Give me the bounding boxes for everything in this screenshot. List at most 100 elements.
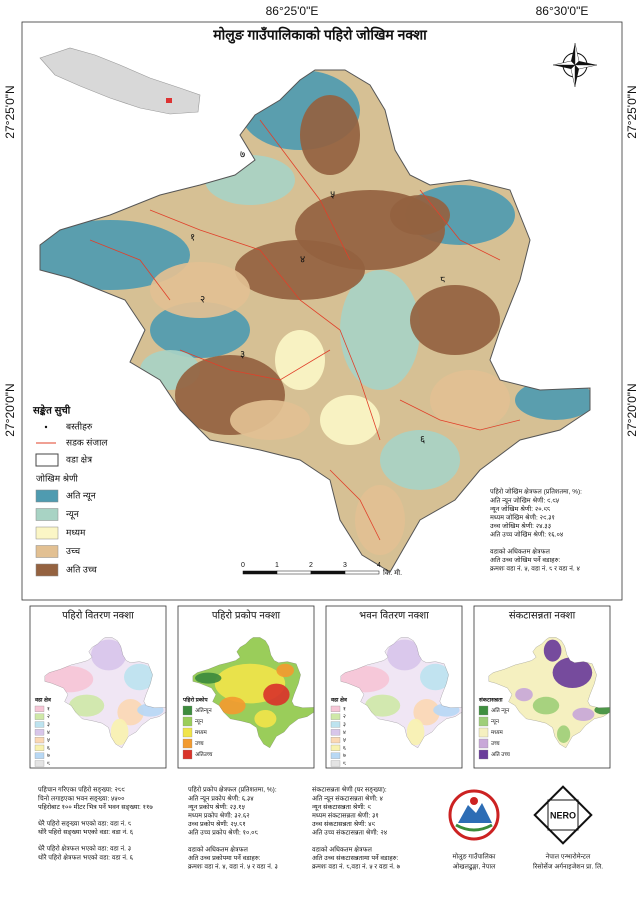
ward-symbol [35, 453, 59, 467]
map-zone [117, 699, 144, 726]
inset-legend-swatch [182, 727, 193, 738]
risk-stat: अति उच्च जोखिम श्रेणी: १६.०४ [490, 531, 564, 539]
logo-caption: नेपाल एन्भारोमेन्टल [546, 853, 591, 861]
map-zone [110, 718, 129, 746]
map-zone [413, 699, 440, 726]
scale-segment [242, 570, 278, 575]
inset-legend-swatch [478, 716, 489, 727]
inset-legend-label: ८ [47, 761, 50, 767]
inset-legend-label: अति न्यून [491, 707, 510, 714]
inset-legend-label: १ [343, 706, 346, 712]
map-zone [543, 639, 562, 662]
inset-legend-label: ७ [47, 753, 50, 759]
lat-label: 27°20'0"N [625, 383, 639, 436]
map-zone [532, 696, 560, 715]
map-zone [230, 400, 310, 440]
map-zone [276, 663, 294, 677]
nero-logo [533, 785, 593, 845]
lat-label: 27°25'0"N [3, 85, 17, 138]
map-zone [557, 725, 571, 743]
scale-bar: 0 1 2 3 4कि. मी. [241, 562, 402, 577]
ward-label: ८ [440, 275, 445, 286]
inset-legend-label: २ [47, 714, 50, 720]
legend-label: वडा क्षेत्र [66, 453, 93, 464]
inset-legend-label: मध्यम [195, 730, 208, 736]
inset-legend-title: संकटासन्नता [478, 696, 503, 703]
summary-line: अति न्यून प्रकोप श्रेणी: ६.३४ [188, 794, 254, 802]
inset-legend-swatch [478, 749, 489, 760]
settlement-symbol [44, 425, 48, 429]
summary-line: अति न्यून संकटासन्नता श्रेणी: ४ [312, 794, 383, 802]
logo-caption: मोलुङ गाउँपालिका [453, 853, 496, 861]
map-zone [515, 380, 590, 420]
inset-legend-swatch [34, 737, 45, 744]
map-zone [91, 639, 127, 671]
inset-legend-swatch [34, 705, 45, 712]
ward-label: ५ [330, 190, 335, 201]
legend-label: अति उच्च [66, 563, 97, 574]
inset-legend-label: न्यून [491, 719, 500, 725]
scale-tick-label: 3 [343, 562, 347, 569]
inset-legend-swatch [182, 705, 193, 716]
legend-swatch [35, 545, 59, 558]
map-zone [195, 672, 222, 684]
inset-legend-swatch [34, 752, 45, 759]
map-zone [320, 395, 380, 445]
risk-stat: वडाको अधिकतम क्षेत्रफल [490, 547, 551, 555]
map-outline [44, 637, 166, 748]
legend-swatch [35, 563, 59, 577]
inset-legend-swatch [330, 721, 341, 728]
map-outline [488, 637, 610, 748]
summary-line: क्रमशः वडा नं. ४, वडा नं. ५ र वडा नं. ३ [188, 863, 278, 871]
inset-title: पहिरो प्रकोप नक्शा [212, 610, 281, 622]
inset-legend-swatch [182, 716, 193, 727]
map-zone [515, 688, 533, 702]
summary-line: धेरै पहिरो सङ्ख्या भएको वडा: वडा नं. ८ [38, 820, 132, 828]
scale-segment [310, 570, 346, 575]
inset-legend-swatch [330, 737, 341, 744]
inset-legend-label: अतिन्यून [195, 707, 213, 714]
summary-line: मध्यम संकटासन्नता श्रेणी: ३१ [312, 812, 379, 820]
legend-label: बस्तीहरु [66, 420, 93, 431]
inset-legend-swatch [330, 713, 341, 720]
lat-label: 27°20'0"N [3, 383, 17, 436]
road [259, 119, 351, 261]
summary-line: अति उच्च प्रकोप श्रेणी: १०.०८ [188, 829, 259, 837]
summary-line: वडाको अधिकतम क्षेत्रफल [312, 845, 373, 853]
legend-title: सङ्केत सुची [32, 404, 71, 417]
scale-tick-label: 4 [377, 562, 381, 569]
map-zone [300, 95, 360, 175]
inset-title: भवन वितरण नक्शा [359, 610, 429, 622]
inset-legend-swatch [34, 721, 45, 728]
inset-legend-label: ८ [343, 761, 346, 767]
inset-legend-swatch [478, 738, 489, 749]
map-zone [150, 302, 250, 358]
summary-line: पहिचान गरिएका पहिरो सङ्ख्या: २८९ [38, 786, 125, 794]
map-zone [410, 285, 500, 355]
north-arrow [552, 42, 598, 88]
inset-legend-swatch [34, 744, 45, 751]
summary-line: थोरै पहिरो क्षेत्रफल भएको वडा: वडा नं. ६ [38, 853, 134, 861]
inset-legend-title: वडा क्षेत्र [34, 695, 52, 703]
ward-label: ३ [240, 350, 245, 361]
legend-swatch [35, 508, 59, 521]
inset-legend-label: १ [47, 706, 50, 712]
map-zone [340, 270, 420, 390]
inset-legend-swatch [34, 713, 45, 720]
summary-line: वडाको अधिकतम क्षेत्रफल [188, 845, 249, 853]
inset-legend-label: ४ [343, 730, 346, 736]
inset: पहिरो वितरण नक्शा वडा क्षेत्र १ २ ३ ४ ५६ ७ ८ [29, 605, 167, 769]
inset-legend-swatch [478, 727, 489, 738]
inset-legend-swatch [330, 744, 341, 751]
summary-line: क्रमशः वडा नं. ८,वडा नं. ५ र वडा नं. ७ [312, 863, 401, 871]
map-zone [247, 644, 266, 662]
inset-legend-swatch [330, 760, 341, 767]
inset-legend-swatch [478, 705, 489, 716]
ward-label: ७ [240, 150, 245, 161]
legend-label: उच्च [66, 546, 80, 556]
inset: पहिरो प्रकोप नक्शा पहिरो प्रकोप अतिन्यून न्… [177, 605, 315, 769]
summary-line: मध्यम प्रकोप श्रेणी: ३२.६२ [188, 812, 250, 820]
